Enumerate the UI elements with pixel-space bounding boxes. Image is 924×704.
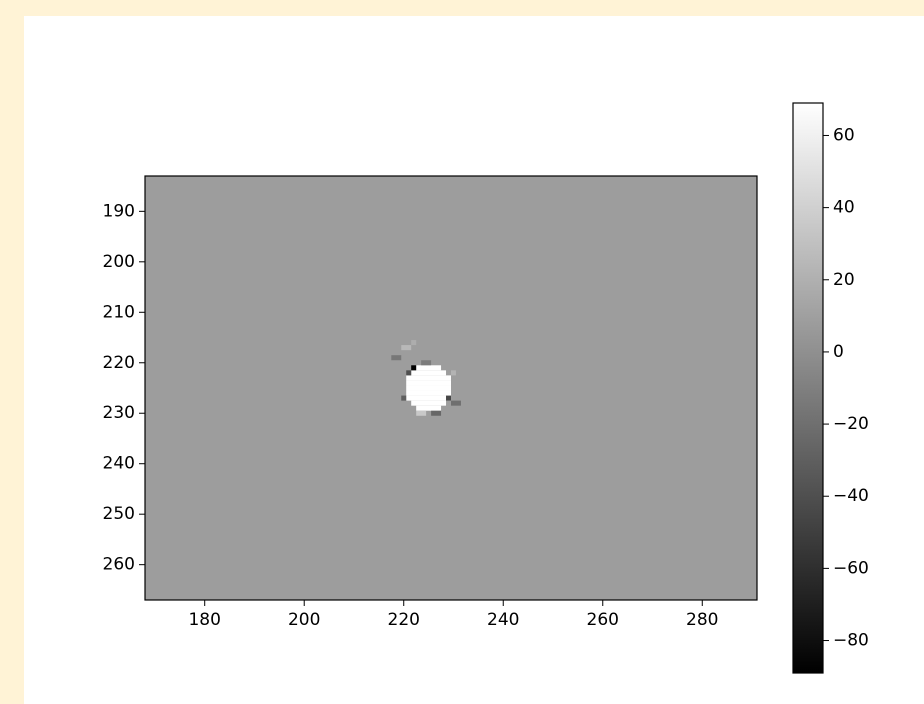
x-tick-label: 240 [487,610,519,630]
pixel [411,401,446,406]
x-tick-label: 220 [388,610,420,630]
pixel [406,380,451,385]
x-tick-label: 200 [288,610,320,630]
colorbar-tick-label: −80 [833,631,869,651]
pixel [406,375,451,380]
pixel [451,401,461,406]
colorbar-tick-label: 0 [833,342,844,362]
pixel [401,345,411,350]
pixel [406,385,451,390]
pixel [421,360,431,365]
pixel [416,365,441,370]
y-tick-label: 210 [103,302,135,322]
pixel [416,406,441,411]
chart: 1802002202402602801902002102202302402502… [0,0,924,704]
pixel [451,370,456,375]
x-tick-label: 260 [587,610,619,630]
pixel [431,411,441,416]
pixel [406,396,451,401]
y-tick-label: 220 [103,353,135,373]
y-tick-label: 250 [103,504,135,524]
colorbar-tick-label: 40 [833,198,855,218]
y-tick-label: 190 [103,201,135,221]
pixel [411,365,416,370]
colorbar-tick-label: −60 [833,558,869,578]
pixel [406,391,451,396]
y-tick-label: 240 [103,454,135,474]
pixel [391,355,401,360]
pixel [411,340,416,345]
pixel [406,370,411,375]
pixel [416,411,426,416]
colorbar-tick-label: −20 [833,414,869,434]
x-tick-label: 280 [686,610,718,630]
pixel [446,396,451,401]
colorbar-tick-label: 60 [833,125,855,145]
pixel [401,396,406,401]
page: 1802002202402602801902002102202302402502… [0,0,924,704]
pixel [411,370,446,375]
x-tick-label: 180 [188,610,220,630]
colorbar-tick-label: 20 [833,270,855,290]
y-tick-label: 230 [103,403,135,423]
y-tick-label: 260 [103,555,135,575]
colorbar-tick-label: −40 [833,486,869,506]
colorbar [793,103,823,673]
y-tick-label: 200 [103,252,135,272]
